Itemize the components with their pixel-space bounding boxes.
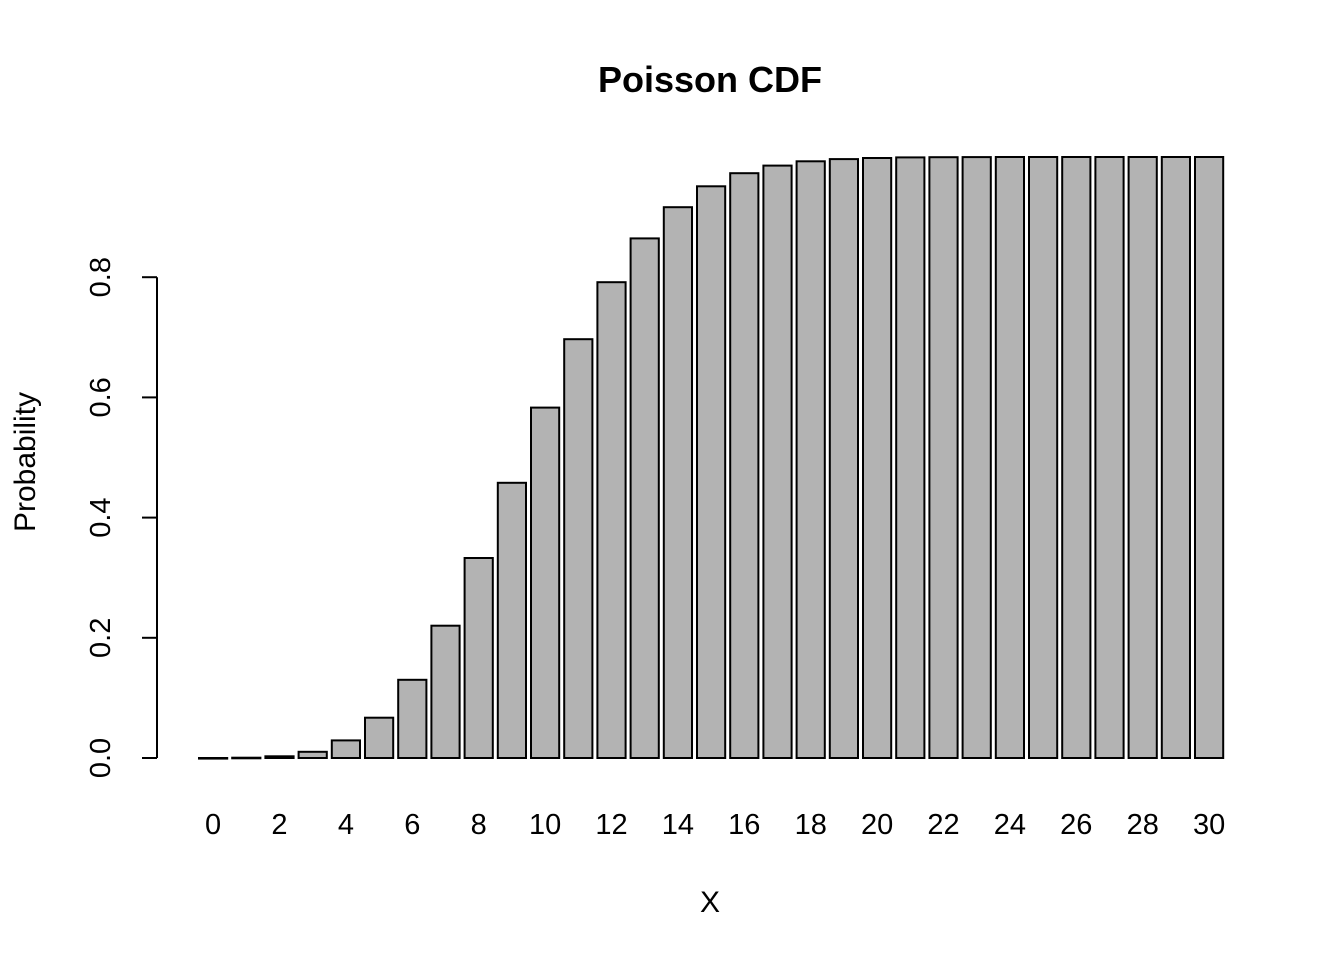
bar-13 <box>629 237 660 759</box>
x-tick-label-16: 16 <box>728 809 760 841</box>
bar-6 <box>397 678 428 759</box>
bar-30 <box>1194 156 1225 759</box>
bar-1 <box>231 756 262 760</box>
x-tick-label-2: 2 <box>271 809 287 841</box>
y-tick-label-0.6: 0.6 <box>85 377 117 417</box>
bar-8 <box>463 557 494 759</box>
x-tick-label-12: 12 <box>595 809 627 841</box>
bar-3 <box>297 750 328 759</box>
x-tick-label-26: 26 <box>1060 809 1092 841</box>
y-axis: 0.0 0.2 0.4 0.6 0.8 <box>85 257 158 778</box>
bar-23 <box>961 156 992 760</box>
bar-16 <box>729 172 760 759</box>
y-axis-label: Probability <box>9 392 42 532</box>
x-tick-label-30: 30 <box>1193 809 1225 841</box>
x-tick-label-8: 8 <box>471 809 487 841</box>
bar-9 <box>496 481 527 759</box>
bar-18 <box>795 160 826 760</box>
x-tick-label-22: 22 <box>927 809 959 841</box>
bar-4 <box>330 739 361 760</box>
bar-28 <box>1127 156 1158 759</box>
bar-19 <box>828 158 859 760</box>
bar-20 <box>862 157 893 759</box>
x-tick-label-10: 10 <box>529 809 561 841</box>
y-tick-label-0.2: 0.2 <box>85 618 117 658</box>
bar-2 <box>264 755 295 759</box>
bar-7 <box>430 624 461 760</box>
bar-0 <box>198 757 229 760</box>
bar-14 <box>662 206 693 759</box>
x-tick-label-20: 20 <box>861 809 893 841</box>
bar-22 <box>928 156 959 759</box>
y-tick-label-0.4: 0.4 <box>85 497 117 537</box>
bar-29 <box>1160 156 1192 759</box>
x-tick-label-24: 24 <box>994 809 1026 841</box>
bar-27 <box>1094 156 1125 759</box>
x-tick-label-28: 28 <box>1127 809 1159 841</box>
x-tick-label-18: 18 <box>795 809 827 841</box>
bar-11 <box>563 338 594 759</box>
bar-12 <box>596 281 627 759</box>
x-tick-label-4: 4 <box>338 809 354 841</box>
x-tick-label-6: 6 <box>404 809 420 841</box>
bar-10 <box>530 406 561 759</box>
chart-title: Poisson CDF <box>598 59 822 100</box>
bar-25 <box>1028 156 1059 759</box>
x-axis-tick-labels: 0 2 4 6 8 10 12 14 16 18 20 22 24 26 28 30 <box>205 809 1225 841</box>
bar-21 <box>895 156 926 759</box>
x-tick-label-14: 14 <box>662 809 694 841</box>
x-axis-label: X <box>700 886 720 919</box>
bar-26 <box>1061 156 1092 759</box>
bar-17 <box>762 164 793 760</box>
bar-24 <box>994 156 1025 759</box>
bar-15 <box>696 185 727 760</box>
bars-group <box>198 156 1225 760</box>
y-tick-label-0.0: 0.0 <box>85 738 117 778</box>
x-tick-label-0: 0 <box>205 809 221 841</box>
y-tick-label-0.8: 0.8 <box>85 257 117 297</box>
bar-5 <box>364 716 395 760</box>
